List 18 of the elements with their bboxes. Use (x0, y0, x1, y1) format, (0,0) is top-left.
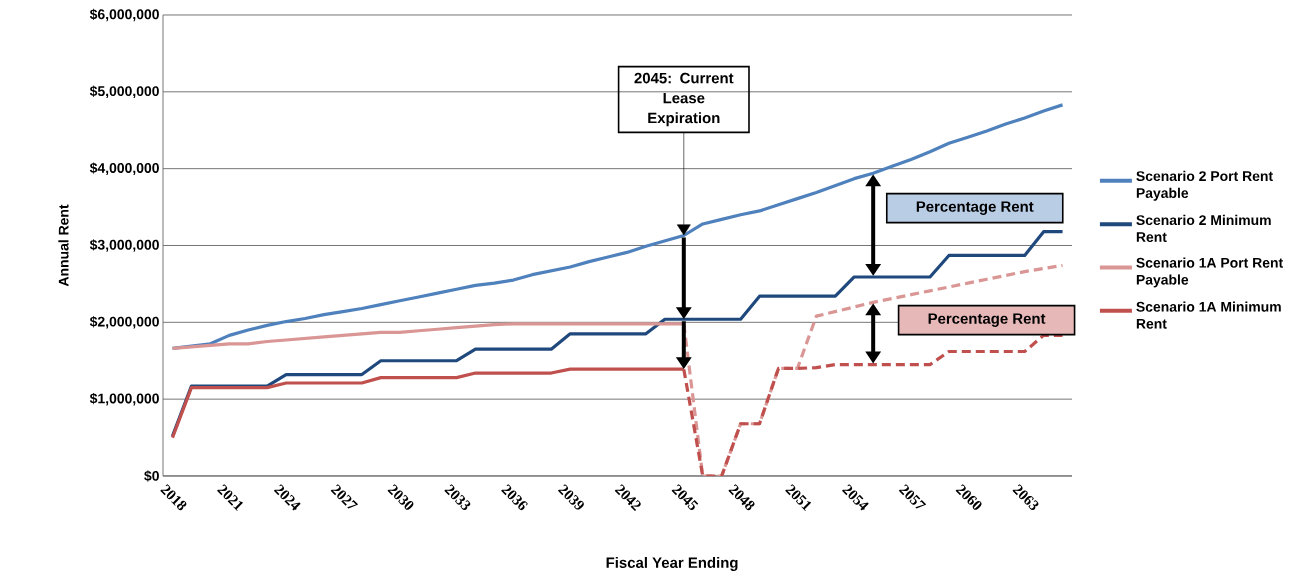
annotation: Percentage Rent (916, 201, 1034, 215)
y-tick-label: $1,000,000 (89, 392, 159, 406)
legend-label: Scenario 1A Port Rent Payable (1136, 257, 1283, 288)
legend-label: Scenario 1A Minimum Rent (1136, 301, 1281, 329)
annotation: 2045: Current Lease Expiration (634, 72, 734, 127)
y-tick-label: $5,000,000 (89, 85, 159, 99)
x-tick-label: 2057 (898, 484, 927, 509)
y-tick-label: $6,000,000 (89, 8, 159, 22)
annotation: Percentage Rent (928, 313, 1046, 327)
y-tick-label: $3,000,000 (89, 239, 159, 252)
y-tick-label: $4,000,000 (89, 162, 159, 175)
x-axis-title: Fiscal Year Ending (606, 556, 738, 571)
y-tick-label: $0 (144, 470, 159, 482)
x-tick-label: 2027 (330, 484, 359, 509)
legend-label: Scenario 2 Port Rent Payable (1136, 170, 1273, 201)
y-tick-label: $2,000,000 (89, 316, 159, 329)
y-axis-title: Annual Rent (58, 204, 69, 287)
legend-label: Scenario 2 Minimum Rent (1136, 214, 1271, 243)
